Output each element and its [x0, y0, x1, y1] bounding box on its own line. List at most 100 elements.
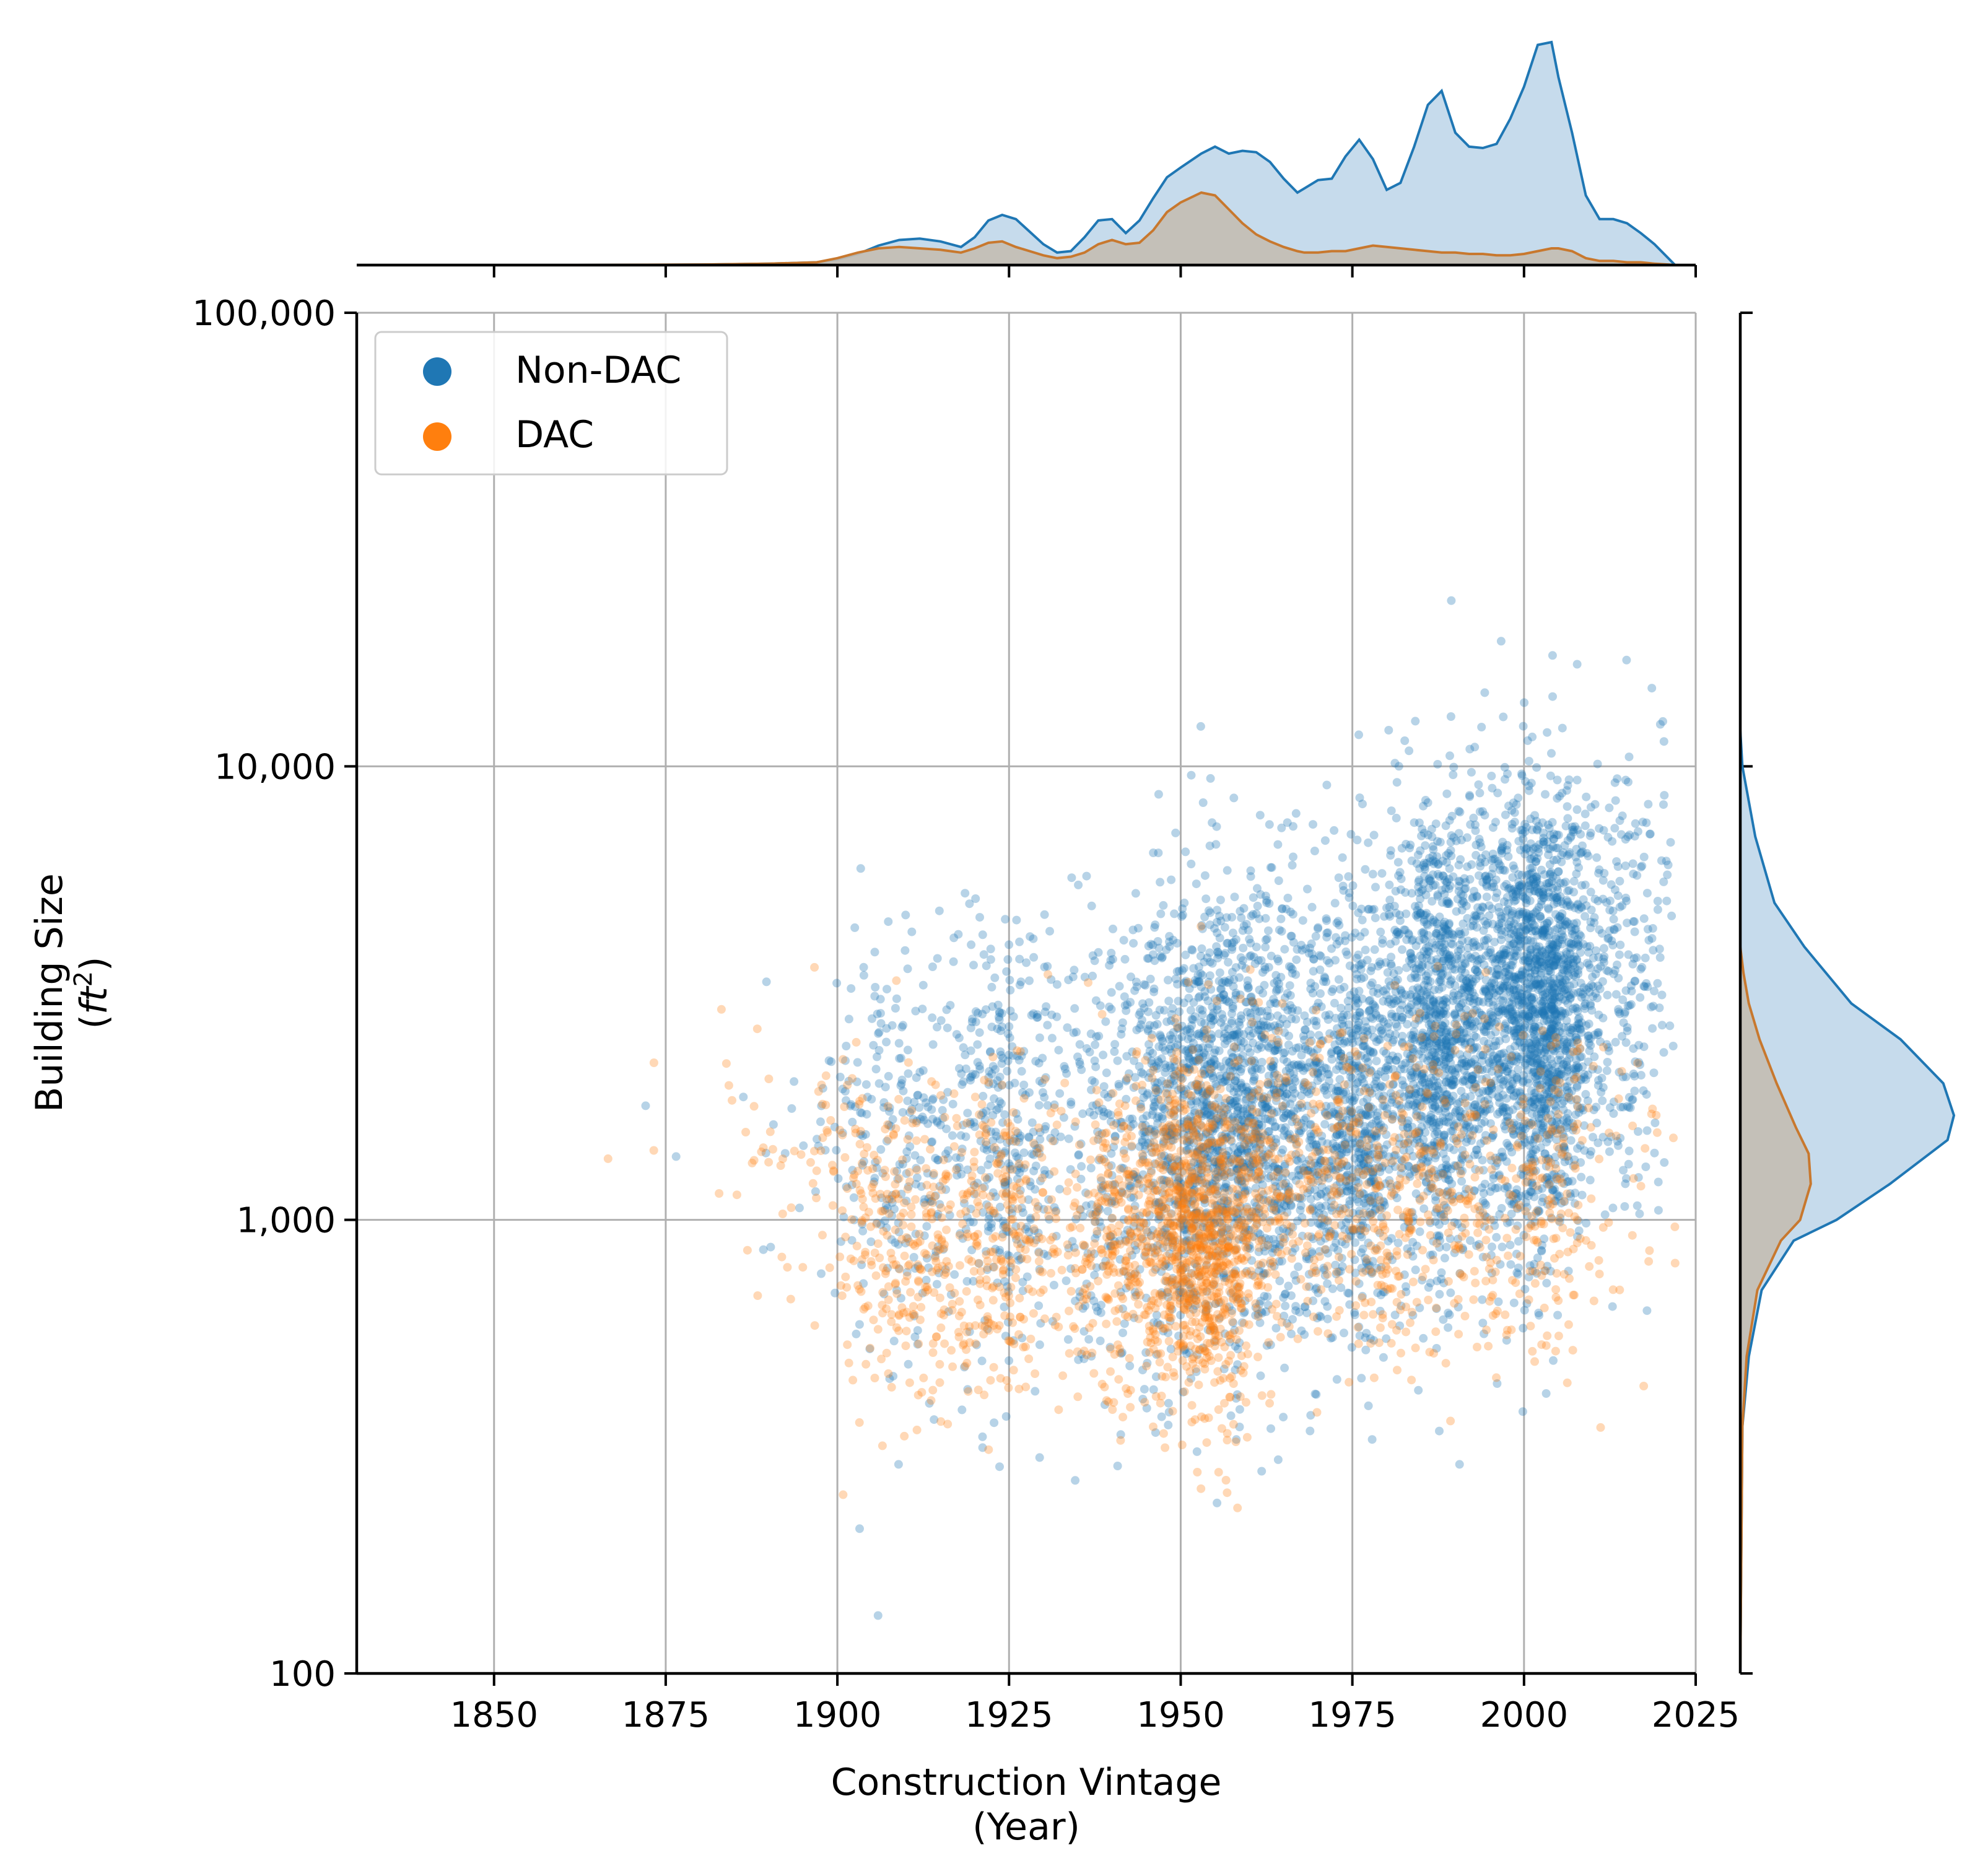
scatter-point	[1284, 1063, 1294, 1073]
scatter-point	[1662, 896, 1672, 905]
scatter-point	[1550, 925, 1559, 935]
scatter-point	[1134, 923, 1143, 933]
scatter-point	[1030, 1140, 1039, 1149]
scatter-point	[1229, 793, 1239, 803]
scatter-point	[1333, 1086, 1343, 1096]
scatter-point	[1077, 1162, 1086, 1171]
scatter-point	[1146, 1125, 1156, 1134]
scatter-point	[1213, 1498, 1222, 1507]
scatter-point	[973, 1058, 982, 1067]
scatter-point	[1522, 998, 1532, 1007]
scatter-point	[1293, 1006, 1302, 1015]
scatter-point	[1215, 1314, 1224, 1323]
scatter-point	[1437, 1169, 1446, 1177]
scatter-point	[1332, 1238, 1340, 1247]
scatter-point	[1513, 991, 1522, 1000]
scatter-point	[1469, 1112, 1478, 1122]
scatter-point	[1309, 954, 1318, 964]
scatter-point	[1639, 852, 1649, 861]
scatter-point	[1470, 743, 1480, 752]
scatter-point	[1445, 954, 1454, 963]
scatter-point	[1155, 1084, 1164, 1094]
scatter-point	[1127, 972, 1135, 982]
scatter-point	[1120, 954, 1130, 964]
scatter-point	[1437, 1044, 1447, 1053]
scatter-point	[1330, 826, 1339, 835]
scatter-point	[1375, 957, 1384, 967]
scatter-point	[1566, 993, 1575, 1002]
scatter-point	[1630, 927, 1639, 936]
scatter-point	[1337, 1149, 1346, 1158]
scatter-point	[986, 1102, 995, 1111]
scatter-point	[1205, 1140, 1214, 1149]
scatter-point	[1532, 1127, 1541, 1136]
scatter-point	[1313, 924, 1322, 933]
scatter-point	[1310, 847, 1319, 855]
scatter-point	[1418, 997, 1428, 1006]
scatter-point	[1548, 956, 1558, 966]
scatter-point	[1613, 923, 1622, 932]
scatter-point	[1024, 1132, 1034, 1141]
scatter-point	[1426, 991, 1435, 1000]
scatter-point	[1367, 1133, 1376, 1142]
scatter-point	[1561, 821, 1571, 831]
scatter-point	[1234, 1162, 1244, 1171]
scatter-point	[1473, 903, 1482, 912]
scatter-point	[1533, 975, 1543, 984]
scatter-point	[1614, 974, 1623, 983]
scatter-point	[1563, 814, 1572, 823]
scatter-point	[1395, 910, 1405, 920]
scatter-point	[966, 1023, 975, 1032]
scatter-point	[1208, 1237, 1218, 1246]
scatter-point	[1187, 1374, 1196, 1383]
scatter-point	[1336, 1267, 1345, 1276]
scatter-point	[1512, 1195, 1521, 1204]
scatter-point	[1460, 874, 1469, 883]
scatter-point	[1586, 1034, 1595, 1043]
scatter-point	[995, 1462, 1004, 1472]
scatter-point	[1507, 1077, 1517, 1086]
scatter-point	[1277, 1123, 1286, 1133]
scatter-point	[1218, 1014, 1227, 1023]
scatter-point	[1642, 1090, 1651, 1099]
scatter-point	[1547, 1084, 1556, 1093]
scatter-point	[1524, 881, 1533, 891]
scatter-point	[1162, 1017, 1172, 1026]
scatter-point	[1501, 775, 1509, 784]
scatter-point	[1070, 1004, 1079, 1013]
scatter-point	[896, 1081, 905, 1090]
scatter-point	[1413, 1241, 1421, 1250]
scatter-point	[1088, 951, 1097, 960]
scatter-point	[1266, 1012, 1275, 1021]
scatter-point	[1483, 874, 1492, 884]
scatter-point	[1549, 1093, 1558, 1102]
scatter-point	[1533, 1081, 1542, 1090]
scatter-point	[859, 1157, 868, 1166]
scatter-point	[1032, 1013, 1042, 1022]
scatter-point	[903, 1045, 912, 1055]
scatter-point	[1166, 1063, 1175, 1072]
scatter-point	[1187, 770, 1196, 780]
scatter-point	[1389, 1092, 1397, 1101]
scatter-point	[1558, 723, 1567, 733]
scatter-point	[1355, 1331, 1364, 1340]
scatter-point	[1254, 1123, 1263, 1133]
scatter-point	[1411, 1164, 1421, 1173]
scatter-point	[1497, 930, 1506, 940]
scatter-point	[1245, 1102, 1255, 1112]
scatter-point	[1205, 971, 1214, 980]
scatter-point	[1564, 938, 1573, 947]
scatter-point	[1212, 1206, 1221, 1215]
scatter-point	[1146, 940, 1156, 949]
scatter-point	[1577, 993, 1586, 1002]
scatter-point	[1516, 940, 1525, 949]
scatter-point	[1282, 1019, 1291, 1029]
scatter-point	[1553, 998, 1563, 1006]
scatter-point	[1040, 962, 1049, 972]
scatter-point	[978, 1432, 987, 1441]
scatter-point	[1545, 892, 1554, 902]
scatter-point	[902, 1147, 912, 1156]
scatter-point	[1483, 966, 1493, 975]
scatter-point	[1080, 972, 1089, 982]
scatter-point	[1333, 1083, 1343, 1092]
